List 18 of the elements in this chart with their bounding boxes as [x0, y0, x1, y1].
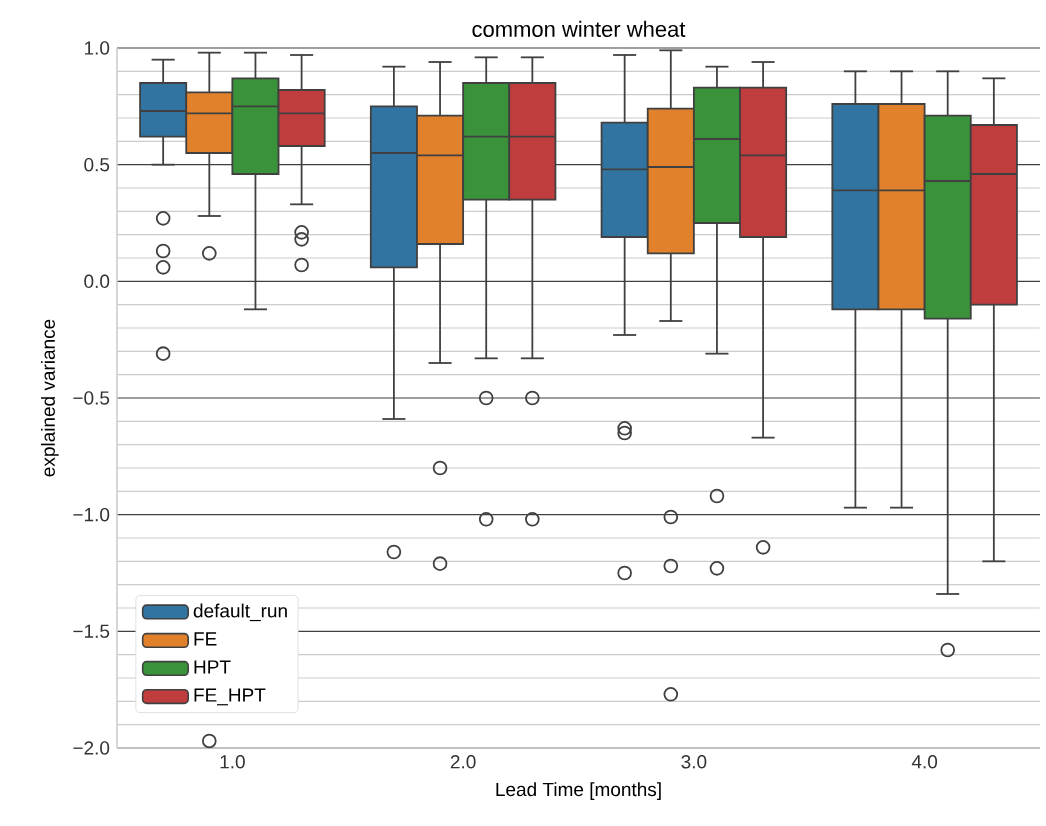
y-tick-label: 1.0 — [84, 41, 110, 55]
x-tick-label: 4.0 — [911, 755, 938, 769]
y-tick-label: 0.0 — [84, 274, 110, 289]
x-tick-label: 1.0 — [220, 755, 245, 769]
y-tick-label: −0.5 — [73, 391, 110, 405]
y-axis-title: explained variance — [40, 319, 59, 477]
y-tick-label: −2.0 — [73, 741, 110, 755]
x-axis-title: Lead Time [months] — [496, 782, 661, 800]
x-tick-label: 3.0 — [681, 755, 707, 769]
legend-label: FE_HPT — [194, 688, 266, 706]
legend-label: default_run — [193, 603, 287, 622]
y-tick-label: −1.5 — [73, 624, 110, 638]
y-tick-label: 0.5 — [84, 157, 110, 172]
x-tick-label: 2.0 — [450, 755, 476, 769]
legend-label: FE — [194, 632, 217, 646]
chart-title: common winter wheat — [472, 20, 686, 37]
y-tick-label: −1.0 — [73, 507, 110, 522]
legend-label: HPT — [194, 660, 231, 674]
